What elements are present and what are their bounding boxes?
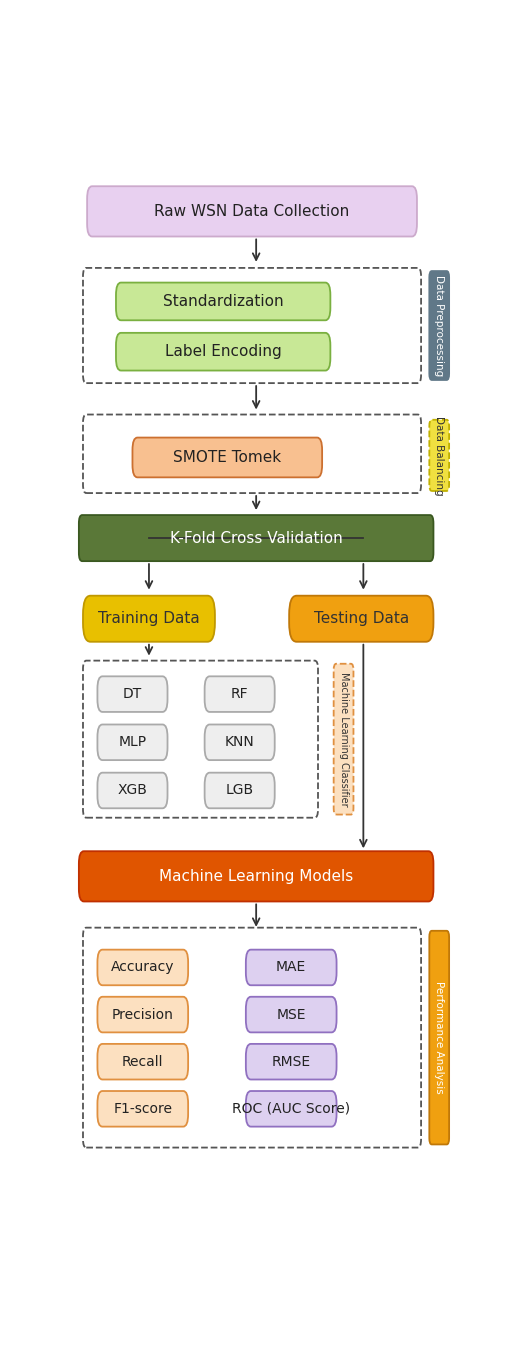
FancyBboxPatch shape: [429, 420, 449, 491]
FancyBboxPatch shape: [246, 949, 337, 985]
Text: Data Balancing: Data Balancing: [434, 416, 444, 495]
Text: F1-score: F1-score: [113, 1102, 172, 1115]
Text: KNN: KNN: [225, 736, 254, 749]
FancyBboxPatch shape: [97, 725, 168, 760]
FancyBboxPatch shape: [97, 1091, 188, 1126]
FancyBboxPatch shape: [246, 1044, 337, 1080]
FancyBboxPatch shape: [97, 949, 188, 985]
FancyBboxPatch shape: [289, 596, 434, 642]
Text: LGB: LGB: [226, 783, 254, 797]
FancyBboxPatch shape: [79, 851, 434, 902]
Text: Label Encoding: Label Encoding: [165, 344, 281, 359]
Text: XGB: XGB: [118, 783, 147, 797]
Text: Machine Learning Models: Machine Learning Models: [159, 869, 353, 884]
Text: Data Preprocessing: Data Preprocessing: [434, 275, 444, 377]
Text: Machine Learning Classifier: Machine Learning Classifier: [338, 672, 348, 806]
FancyBboxPatch shape: [205, 772, 275, 808]
FancyBboxPatch shape: [246, 997, 337, 1032]
Text: RMSE: RMSE: [272, 1055, 311, 1069]
FancyBboxPatch shape: [132, 438, 322, 477]
FancyBboxPatch shape: [334, 664, 353, 815]
FancyBboxPatch shape: [87, 186, 417, 237]
FancyBboxPatch shape: [97, 1044, 188, 1080]
Text: DT: DT: [123, 687, 142, 702]
FancyBboxPatch shape: [79, 515, 434, 562]
FancyBboxPatch shape: [116, 283, 330, 321]
FancyBboxPatch shape: [97, 772, 168, 808]
Text: Accuracy: Accuracy: [111, 960, 174, 975]
Text: Recall: Recall: [122, 1055, 163, 1069]
Text: Standardization: Standardization: [163, 294, 284, 309]
Text: Testing Data: Testing Data: [314, 611, 409, 626]
Text: Precision: Precision: [112, 1008, 174, 1021]
Text: MLP: MLP: [119, 736, 146, 749]
Text: RF: RF: [231, 687, 248, 702]
FancyBboxPatch shape: [429, 930, 449, 1144]
Text: MAE: MAE: [276, 960, 306, 975]
FancyBboxPatch shape: [116, 333, 330, 370]
Text: ROC (AUC Score): ROC (AUC Score): [232, 1102, 350, 1115]
FancyBboxPatch shape: [205, 676, 275, 711]
FancyBboxPatch shape: [97, 676, 168, 711]
FancyBboxPatch shape: [205, 725, 275, 760]
FancyBboxPatch shape: [83, 596, 215, 642]
Text: SMOTE Tomek: SMOTE Tomek: [173, 450, 281, 465]
Text: Raw WSN Data Collection: Raw WSN Data Collection: [154, 204, 350, 219]
FancyBboxPatch shape: [97, 997, 188, 1032]
FancyBboxPatch shape: [246, 1091, 337, 1126]
Text: Training Data: Training Data: [98, 611, 200, 626]
FancyBboxPatch shape: [429, 271, 449, 379]
Text: Performance Analysis: Performance Analysis: [434, 981, 444, 1093]
Text: MSE: MSE: [277, 1008, 306, 1021]
Text: K-Fold Cross Validation: K-Fold Cross Validation: [170, 530, 343, 545]
